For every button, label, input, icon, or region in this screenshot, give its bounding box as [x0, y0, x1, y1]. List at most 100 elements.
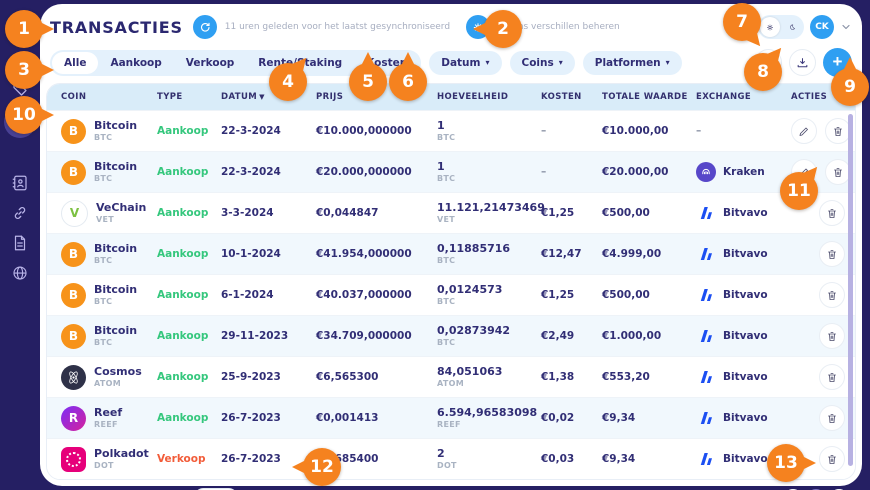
price: €10.000,000000 [316, 125, 412, 137]
cost: €2,49 [541, 330, 575, 342]
theme-toggle [758, 15, 804, 39]
delete-button[interactable] [819, 446, 845, 472]
date: 26-7-2023 [221, 412, 281, 424]
table-row[interactable]: V VeChain VET Aankoop 3-3-2024 €0,044847 1… [47, 192, 855, 233]
refresh-icon [200, 22, 210, 32]
chevron-down-icon[interactable] [840, 21, 852, 33]
pagination: ‹ 1 › [784, 488, 848, 490]
next-page-button[interactable]: › [830, 488, 848, 490]
exchange: Bitvavo [723, 371, 768, 383]
cost: €12,47 [541, 248, 582, 260]
amount: 2 [437, 447, 445, 461]
main-panel: TRANSACTIES 11 uren geleden voor het laa… [40, 4, 862, 490]
annotation-badge-7: 7 [723, 3, 761, 41]
link-icon[interactable] [11, 204, 29, 222]
coins-dropdown[interactable]: Coins ▾ [509, 50, 575, 75]
scrollbar[interactable] [848, 114, 853, 466]
table-row[interactable]: B Bitcoin BTC Aankoop 6-1-2024 €40.037,000… [47, 274, 855, 315]
price: €0,001413 [316, 412, 379, 424]
annotation-badge-11: 11 [780, 172, 818, 210]
filter-tab-verkoop[interactable]: Verkoop [174, 52, 247, 74]
trash-icon [828, 290, 836, 300]
transactions-table: COIN TYPE DATUM ▼ PRIJS HOEVEELHEID KOSTE… [46, 83, 856, 480]
date: 6-1-2024 [221, 289, 274, 301]
delete-button[interactable] [825, 159, 851, 185]
amount: 84,051063 [437, 365, 503, 379]
exchange: Bitvavo [723, 207, 768, 219]
cost: €1,25 [541, 207, 575, 219]
col-type: TYPE [157, 92, 183, 102]
type-label: Aankoop [157, 371, 209, 383]
exchange: Bitvavo [723, 248, 768, 260]
date: 22-3-2024 [221, 166, 281, 178]
filter-tab-alle[interactable]: Alle [52, 51, 99, 74]
col-totale-waarde: TOTALE WAARDE [602, 92, 688, 102]
cost: €0,03 [541, 453, 575, 465]
table-row[interactable]: B Bitcoin BTC Aankoop 22-3-2024 €20.000,00… [47, 151, 855, 192]
amount: 1 [437, 119, 445, 133]
price: €6,565300 [316, 371, 379, 383]
total-value: €20.000,00 [602, 166, 669, 178]
vechain-icon: V [61, 199, 88, 227]
filter-tab-aankoop[interactable]: Aankoop [98, 52, 173, 74]
moon-icon [790, 24, 795, 30]
delete-button[interactable] [819, 282, 845, 308]
bitcoin-icon: B [61, 159, 86, 185]
table-row[interactable]: Polkadot DOT Verkoop 26-7-2023 €4,685400 … [47, 438, 855, 479]
amount: 0,0124573 [437, 283, 503, 297]
cosmos-icon [61, 364, 86, 390]
amount: 6.594,96583098 [437, 406, 538, 420]
light-mode-button[interactable] [760, 17, 780, 37]
contacts-icon[interactable] [11, 174, 29, 192]
table-footer: Toon aantal resultaten 10 ‹ 1 › [40, 480, 862, 490]
bitvavo-icon [696, 326, 716, 346]
col-kosten: KOSTEN [541, 92, 582, 102]
delete-button[interactable] [819, 364, 845, 390]
exchange: Kraken [723, 166, 765, 178]
date: 10-1-2024 [221, 248, 281, 260]
table-row[interactable]: R Reef REEF Aankoop 26-7-2023 €0,001413 6.… [47, 397, 855, 438]
amount: 0,11885716 [437, 242, 511, 256]
table-header: COIN TYPE DATUM ▼ PRIJS HOEVEELHEID KOSTE… [47, 84, 855, 110]
bitcoin-icon: B [61, 282, 86, 308]
prev-page-button[interactable]: ‹ [784, 488, 802, 490]
date: 26-7-2023 [221, 453, 281, 465]
caret-down-icon: ▾ [485, 58, 490, 67]
document-icon[interactable] [11, 234, 29, 252]
dark-mode-button[interactable] [782, 17, 802, 37]
caret-down-icon: ▾ [558, 58, 563, 67]
balance-differences-link[interactable]: Balans verschillen beheren [498, 22, 620, 32]
exchange: Bitvavo [723, 412, 768, 424]
exchange: Bitvavo [723, 330, 768, 342]
delete-button[interactable] [819, 323, 845, 349]
sync-button[interactable] [192, 15, 217, 39]
delete-button[interactable] [819, 241, 845, 267]
price: €40.037,000000 [316, 289, 412, 301]
total-value: €9,34 [602, 453, 636, 465]
table-row[interactable]: B Bitcoin BTC Aankoop 10-1-2024 €41.954,00… [47, 233, 855, 274]
download-icon [797, 57, 808, 67]
table-row[interactable]: Cosmos ATOM Aankoop 25-9-2023 €6,565300 8… [47, 356, 855, 397]
delete-button[interactable] [819, 200, 845, 226]
price: €34.709,000000 [316, 330, 412, 342]
table-row[interactable]: B Bitcoin BTC Aankoop 22-3-2024 €10.000,00… [47, 110, 855, 151]
caret-down-icon: ▾ [665, 58, 670, 67]
annotation-badge-1: 1 [5, 10, 54, 48]
globe-icon[interactable] [11, 264, 29, 282]
table-row[interactable]: B Bitcoin BTC Aankoop 29-11-2023 €34.709,0… [47, 315, 855, 356]
price: €20.000,000000 [316, 166, 412, 178]
page-title: TRANSACTIES [50, 17, 183, 37]
bitvavo-icon [696, 449, 716, 469]
trash-icon [828, 372, 836, 382]
exchange: Bitvavo [723, 453, 768, 465]
edit-button[interactable] [791, 118, 817, 144]
topbar: TRANSACTIES 11 uren geleden voor het laa… [40, 4, 862, 46]
col-datum[interactable]: DATUM ▼ [221, 92, 265, 102]
avatar[interactable]: CK [810, 15, 834, 39]
annotation-badge-2: 2 [473, 10, 522, 48]
platformen-dropdown[interactable]: Platformen ▾ [582, 50, 682, 75]
delete-button[interactable] [819, 405, 845, 431]
datum-dropdown[interactable]: Datum ▾ [429, 50, 502, 75]
bitvavo-icon [696, 408, 716, 428]
export-button[interactable] [789, 49, 816, 76]
